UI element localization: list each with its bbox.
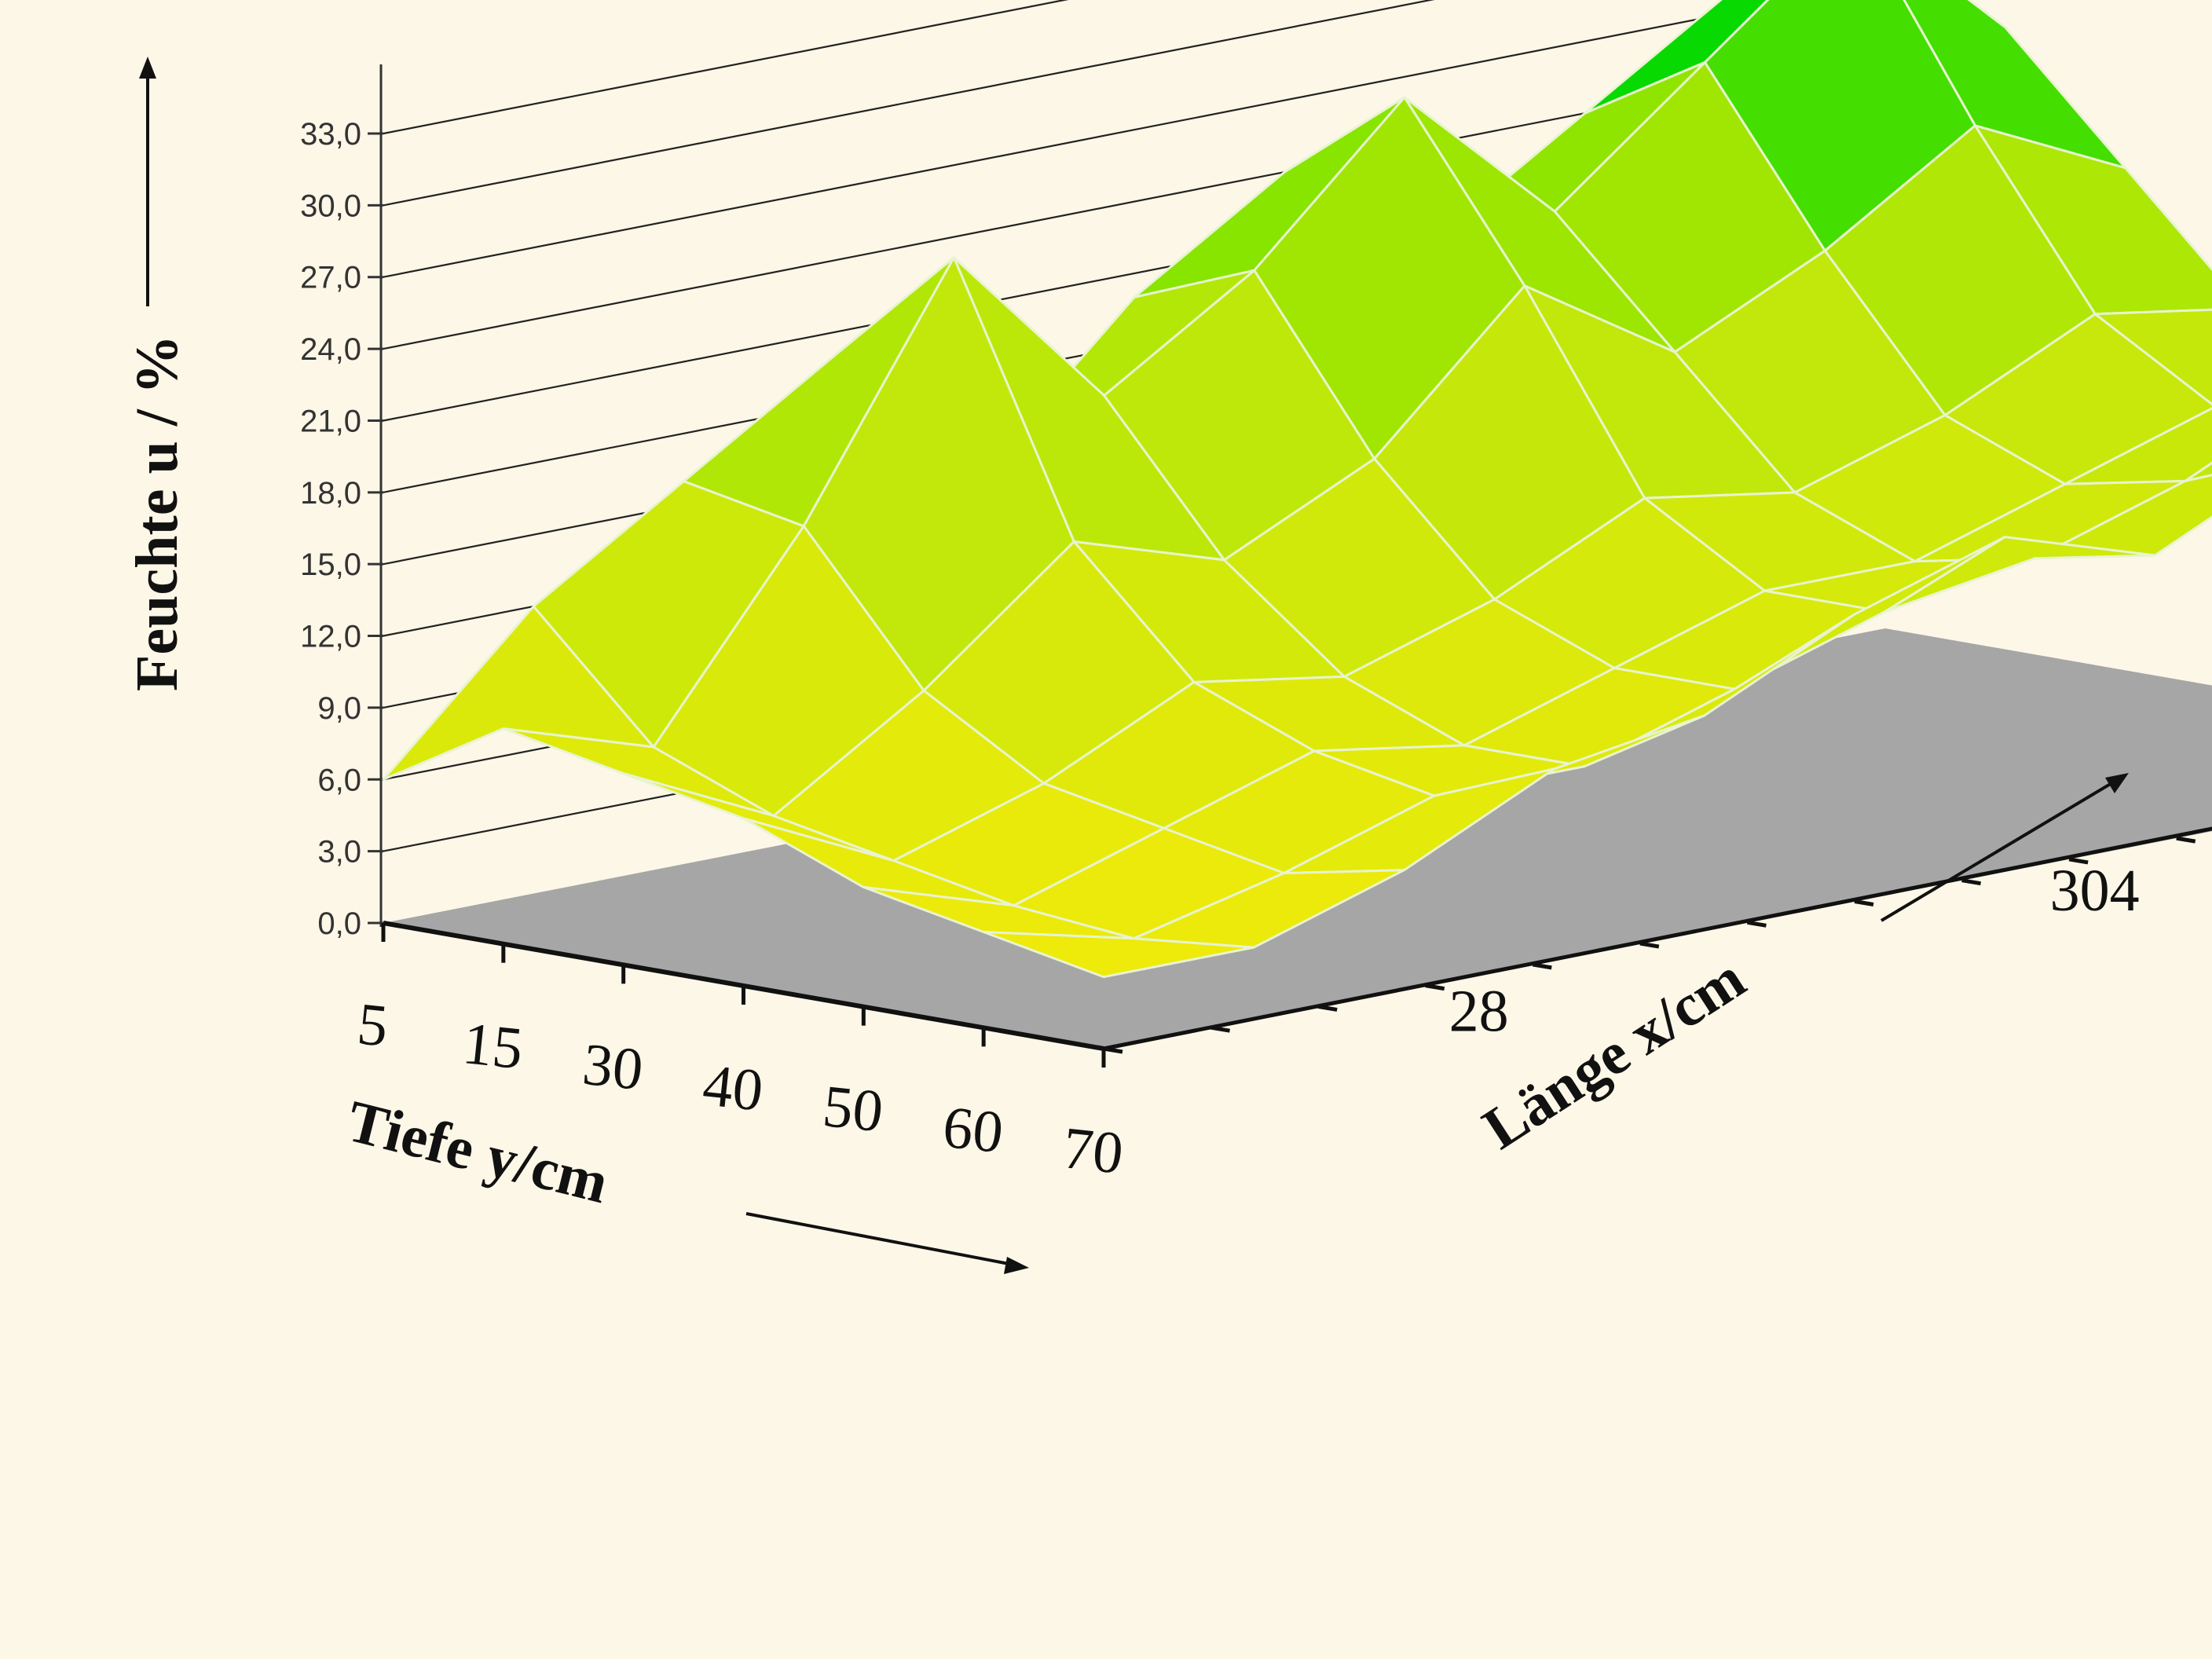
z-tick-label: 33,0: [300, 117, 361, 152]
length-tick: [1747, 920, 1767, 928]
gridline: [383, 0, 1435, 207]
length-tick: [2068, 857, 2089, 865]
z-tick-label: 27,0: [300, 261, 361, 295]
depth-tick-label: 60: [940, 1094, 1006, 1166]
length-axis-title: Länge x/cm: [1472, 945, 1757, 1162]
depth-tick-label: 30: [580, 1031, 646, 1103]
z-tick-label: 6,0: [317, 763, 361, 797]
depth-axis: 5 15 30 40 50 60 70: [354, 921, 1126, 1187]
surface-mesh: [382, 0, 2212, 979]
length-tick: [1854, 899, 1874, 906]
z-tick-label: 0,0: [317, 906, 361, 941]
z-axis-arrow: [139, 57, 156, 306]
z-tick-label: 18,0: [300, 476, 361, 511]
length-tick-label: 304: [2050, 858, 2140, 924]
z-tick-label: 12,0: [300, 620, 361, 654]
z-tick-label: 24,0: [300, 332, 361, 367]
length-tick: [1210, 1025, 1230, 1033]
z-axis-title: Feuchte u / %: [124, 335, 190, 691]
depth-axis-title: Tiefe y/cm: [341, 1088, 615, 1216]
length-axis-arrow: [1880, 773, 2129, 922]
depth-tick-label: 50: [820, 1073, 886, 1144]
depth-axis-arrow: [745, 1212, 1029, 1274]
depth-tick-label: 5: [354, 991, 391, 1060]
length-tick: [2176, 836, 2196, 844]
depth-tick-label: 40: [700, 1052, 766, 1123]
gridline: [383, 0, 1069, 135]
length-axis-line: [1103, 826, 2212, 1051]
z-tick-label: 15,0: [300, 548, 361, 582]
length-tick-label: 28: [1449, 979, 1509, 1045]
length-tick: [1532, 962, 1552, 970]
length-tick: [1639, 941, 1660, 949]
gridline: [383, 0, 1801, 278]
z-tick-label: 9,0: [317, 691, 361, 726]
length-tick: [1103, 1046, 1123, 1054]
length-tick: [1961, 878, 1981, 886]
z-axis-ticks: 0,0 3,0 6,0 9,0 12,0 15,0 18,0 21,0 24,0 27,0 30,0…: [300, 117, 383, 941]
z-tick-label: 30,0: [300, 189, 361, 223]
length-tick: [1317, 1004, 1338, 1012]
length-axis: 28304597: [1103, 826, 2212, 1054]
z-tick-label: 21,0: [300, 404, 361, 438]
z-tick-label: 3,0: [317, 835, 361, 870]
depth-tick-label: 15: [460, 1010, 526, 1082]
depth-tick-label: 70: [1060, 1115, 1126, 1186]
surface-cell: [982, 931, 1255, 979]
length-tick: [1425, 983, 1445, 991]
